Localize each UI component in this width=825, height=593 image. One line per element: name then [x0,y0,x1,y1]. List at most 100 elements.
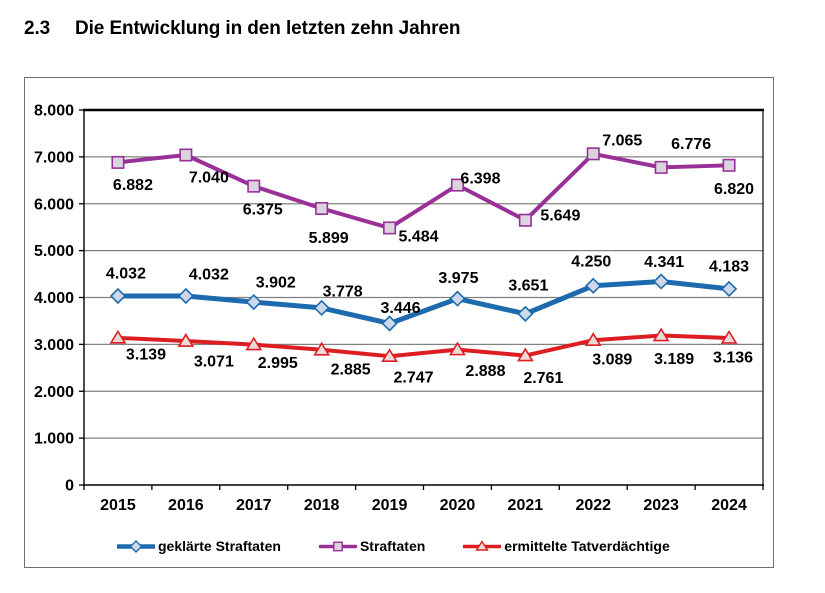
legend-marker-shape [475,539,490,551]
data-point-marker [247,179,261,193]
legend-item-ermittelte-tatverdaechtige: ermittelte Tatverdächtige [463,538,670,554]
data-label: 3.651 [508,277,548,294]
y-axis-label: 0 [65,478,74,495]
data-point-marker [720,280,738,298]
line-chart: 0 1.000 2.000 3.000 4.000 5.000 6.000 7.000 8.00… [34,103,764,514]
data-point-marker [109,329,127,344]
data-label: 4.183 [709,258,749,275]
x-axis-label: 2022 [575,497,611,514]
legend-label: Straftaten [359,538,426,554]
data-label: 4.032 [189,267,229,284]
legend-item-geklaerte-straftaten: geklärte Straftaten [117,538,281,554]
x-axis-label: 2015 [100,497,136,514]
x-axis-label: 2017 [236,497,272,514]
legend-label: geklärte Straftaten [158,538,281,554]
data-label: 6.882 [113,177,153,194]
data-label: 3.902 [256,275,296,292]
x-axis-label: 2020 [440,497,476,514]
y-axis-label: 3.000 [34,337,74,354]
data-label: 3.778 [323,283,363,300]
data-label: 5.649 [540,208,580,225]
data-point-marker [720,329,738,344]
data-label: 2.747 [394,370,434,387]
data-point-marker [313,299,330,317]
data-point-marker [383,221,397,235]
y-axis-label: 1.000 [34,431,74,448]
data-point-marker [179,148,193,162]
x-axis-label: 2019 [372,497,408,514]
data-point-marker [586,147,600,161]
data-point-marker [111,155,125,169]
data-point-marker [653,273,670,290]
data-label: 5.484 [399,228,439,245]
data-label: 3.189 [654,351,694,368]
y-axis-label: 4.000 [34,290,74,307]
data-label: 6.820 [714,181,754,198]
data-label: 4.032 [106,266,146,283]
data-point-marker [449,290,466,307]
data-label: 3.139 [126,346,166,363]
data-point-marker [381,348,398,363]
data-point-marker [654,160,668,174]
y-axis-label: 5.000 [34,243,74,260]
data-label: 7.065 [602,132,642,149]
data-point-marker [516,347,534,362]
data-label: 2.761 [523,370,563,387]
series-line [115,151,732,230]
chart-legend: geklärte Straftaten Straftaten ermittelt… [117,533,670,559]
legend-marker-shape [333,541,343,551]
data-label: 6.776 [671,136,711,153]
data-point-marker [518,213,532,227]
y-axis-label: 6.000 [34,196,74,213]
data-label: 4.250 [571,253,611,270]
legend-marker-diamond-icon [117,539,155,553]
data-point-marker [450,178,464,192]
data-label: 4.341 [644,254,684,271]
page-title: Die Entwicklung in den letzten zehn Jahr… [75,18,461,39]
data-label: 3.071 [194,354,234,371]
data-label: 6.375 [243,202,283,219]
legend-item-straftaten: Straftaten [318,538,426,554]
data-point-marker [652,327,670,342]
data-label: 3.446 [381,300,421,317]
series-line [115,279,732,326]
data-point-marker [584,332,602,347]
data-label: 2.885 [331,361,371,378]
x-axis-label: 2018 [304,497,340,514]
x-axis-label: 2016 [168,497,204,514]
data-point-marker [449,341,466,356]
data-point-marker [585,277,602,294]
chart-frame: 0 1.000 2.000 3.000 4.000 5.000 6.000 7.000 8.00… [24,77,774,568]
data-label: 3.136 [713,350,753,367]
data-point-marker [381,315,398,332]
series-line [115,333,732,359]
x-axis-label: 2024 [711,497,747,514]
data-label: 3.975 [438,270,478,287]
x-axis-label: 2023 [643,497,679,514]
data-point-marker [722,158,736,172]
data-label: 2.995 [258,355,298,372]
legend-marker-square-icon [318,541,357,551]
data-label: 6.398 [460,171,500,188]
section-heading: 2.3 Die Entwicklung in den letzten zehn … [24,16,460,42]
data-label: 7.040 [189,170,229,187]
data-point-marker [315,201,329,215]
data-label: 2.888 [465,363,505,380]
legend-label: ermittelte Tatverdächtige [504,538,670,554]
data-point-marker [245,293,262,311]
data-point-marker [177,333,195,347]
y-axis-label: 7.000 [34,149,74,166]
section-number: 2.3 [24,18,51,39]
data-point-marker [517,305,534,322]
legend-marker-triangle-icon [463,539,502,551]
y-axis-label: 8.000 [34,103,74,120]
data-point-marker [313,341,331,356]
y-axis-label: 2.000 [34,384,74,401]
data-point-marker [245,336,263,351]
data-point-marker [177,287,194,305]
data-label: 3.089 [592,352,632,369]
x-axis-label: 2021 [508,497,544,514]
legend-marker-shape [129,539,143,553]
data-label: 5.899 [309,230,349,247]
data-point-marker [109,287,127,305]
